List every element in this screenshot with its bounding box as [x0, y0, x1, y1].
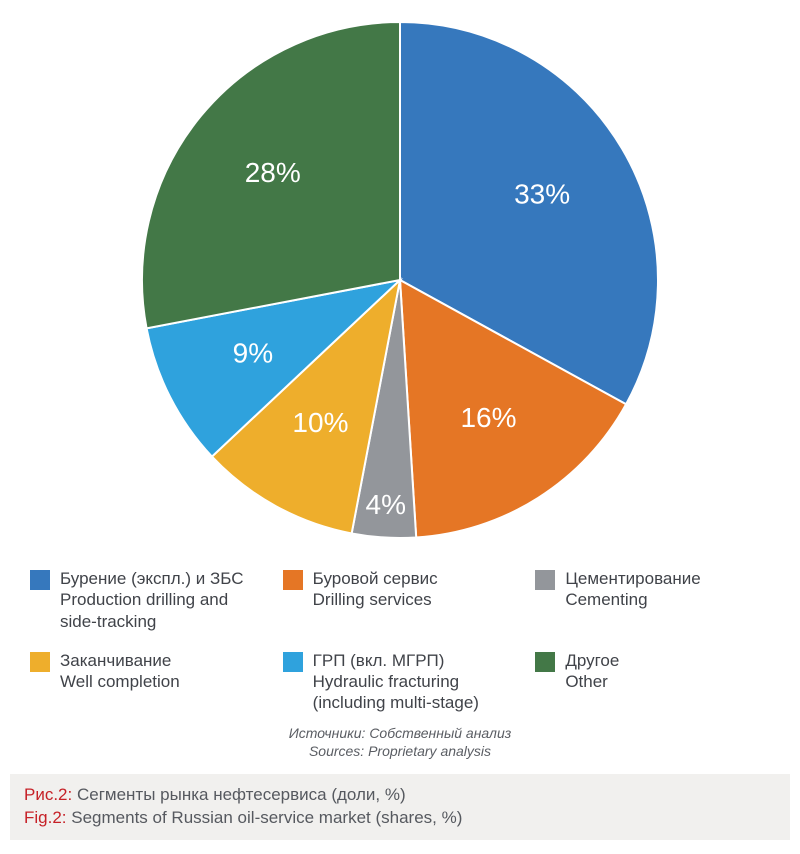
legend-ru-well_completion: Заканчивание [60, 650, 180, 671]
legend-text-drilling_services: Буровой сервисDrilling services [313, 568, 438, 611]
caption-ru-text: Сегменты рынка нефтесервиса (доли, %) [72, 785, 405, 804]
legend-en-production_drilling: Production drilling and side-tracking [60, 589, 265, 632]
legend-swatch-cementing [535, 570, 555, 590]
legend-swatch-production_drilling [30, 570, 50, 590]
sources-en: Sources: Proprietary analysis [30, 742, 770, 760]
legend-swatch-hydraulic_fracturing [283, 652, 303, 672]
pie-slice-label-hydraulic_fracturing: 9% [233, 337, 273, 368]
caption-ru-label: Рис.2: [24, 785, 72, 804]
legend-text-cementing: ЦементированиеCementing [565, 568, 700, 611]
legend-item-hydraulic_fracturing: ГРП (вкл. МГРП)Hydraulic fracturing (inc… [283, 650, 518, 714]
legend-text-hydraulic_fracturing: ГРП (вкл. МГРП)Hydraulic fracturing (inc… [313, 650, 518, 714]
pie-slice-label-drilling_services: 16% [460, 402, 516, 433]
legend-ru-other: Другое [565, 650, 619, 671]
legend-ru-production_drilling: Бурение (экспл.) и ЗБС [60, 568, 265, 589]
pie-slice-label-well_completion: 10% [292, 407, 348, 438]
legend-item-production_drilling: Бурение (экспл.) и ЗБСProduction drillin… [30, 568, 265, 632]
legend-text-well_completion: ЗаканчиваниеWell completion [60, 650, 180, 693]
figure-caption: Рис.2: Сегменты рынка нефтесервиса (доли… [10, 774, 790, 840]
legend-text-other: ДругоеOther [565, 650, 619, 693]
legend-ru-hydraulic_fracturing: ГРП (вкл. МГРП) [313, 650, 518, 671]
legend-en-hydraulic_fracturing: Hydraulic fracturing (including multi-st… [313, 671, 518, 714]
legend-en-other: Other [565, 671, 619, 692]
legend-ru-drilling_services: Буровой сервис [313, 568, 438, 589]
legend-swatch-other [535, 652, 555, 672]
legend-swatch-drilling_services [283, 570, 303, 590]
legend-en-drilling_services: Drilling services [313, 589, 438, 610]
legend-swatch-well_completion [30, 652, 50, 672]
sources-ru: Источники: Собственный анализ [30, 724, 770, 742]
legend-item-cementing: ЦементированиеCementing [535, 568, 770, 632]
legend-ru-cementing: Цементирование [565, 568, 700, 589]
caption-en-label: Fig.2: [24, 808, 67, 827]
legend-item-other: ДругоеOther [535, 650, 770, 714]
pie-slice-label-production_drilling: 33% [514, 178, 570, 209]
legend-item-drilling_services: Буровой сервисDrilling services [283, 568, 518, 632]
pie-chart: 33% 16% 4% 10% 9% 28% [30, 10, 770, 550]
chart-sources: Источники: Собственный анализ Sources: P… [30, 724, 770, 760]
caption-en-text: Segments of Russian oil-service market (… [67, 808, 463, 827]
legend-en-well_completion: Well completion [60, 671, 180, 692]
legend-item-well_completion: ЗаканчиваниеWell completion [30, 650, 265, 714]
legend-en-cementing: Cementing [565, 589, 700, 610]
legend-text-production_drilling: Бурение (экспл.) и ЗБСProduction drillin… [60, 568, 265, 632]
pie-slice-label-cementing: 4% [366, 489, 406, 520]
legend: Бурение (экспл.) и ЗБСProduction drillin… [30, 568, 770, 714]
pie-slice-label-other: 28% [245, 157, 301, 188]
